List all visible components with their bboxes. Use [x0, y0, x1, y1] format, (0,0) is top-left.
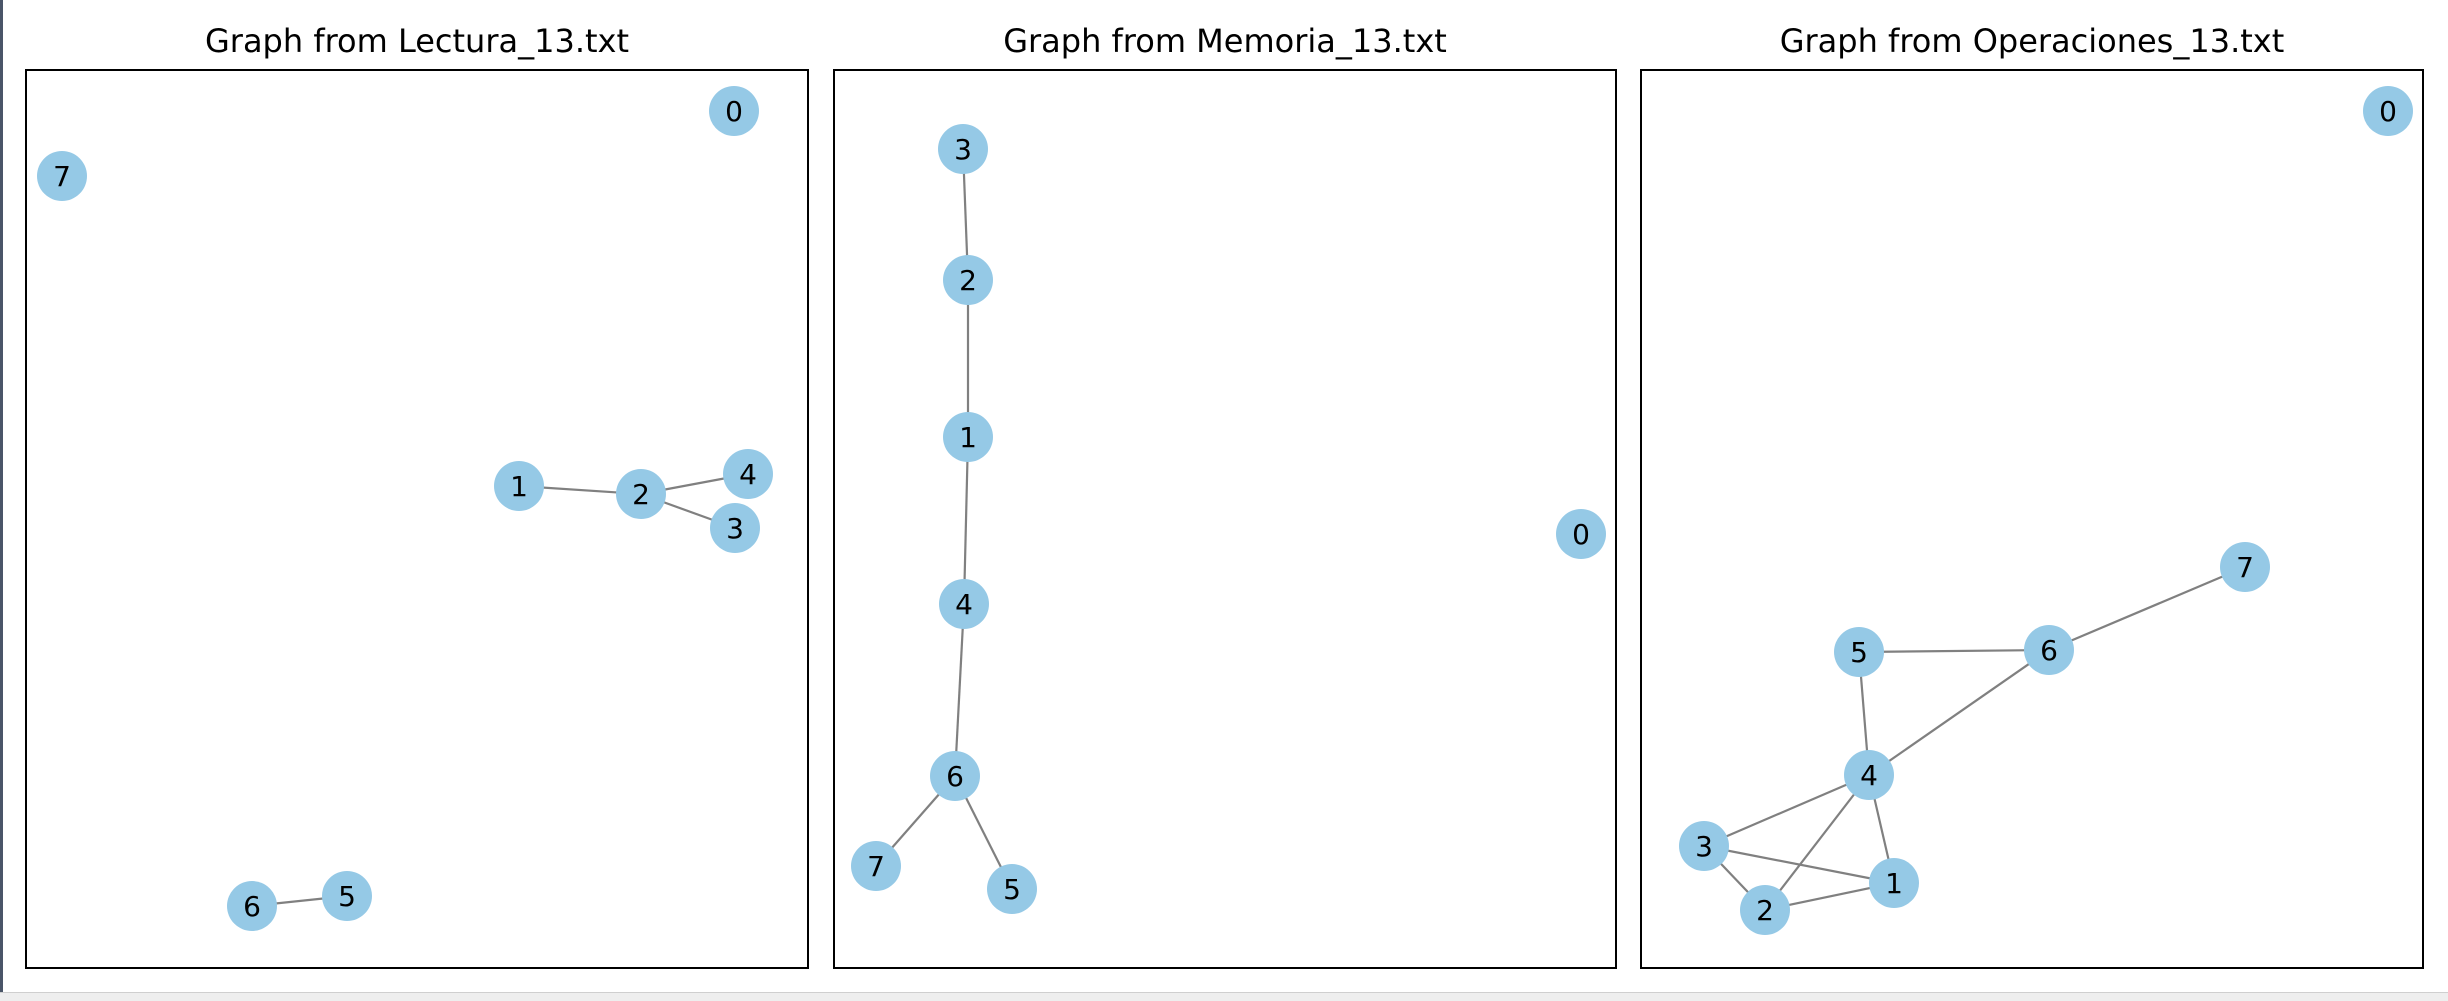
node-circle — [851, 841, 901, 891]
node-circle — [616, 469, 666, 519]
node-label: 6 — [946, 760, 964, 793]
node-circle — [709, 86, 759, 136]
node-circle — [943, 255, 993, 305]
node-circle — [2024, 625, 2074, 675]
node-label: 0 — [1572, 518, 1590, 551]
node-label: 2 — [632, 478, 650, 511]
node-memoria-1: 1 — [943, 412, 993, 462]
node-circle — [930, 751, 980, 801]
edge-operaciones-4-2 — [1764, 774, 1870, 911]
node-circle — [227, 881, 277, 931]
node-circle — [494, 461, 544, 511]
node-label: 4 — [739, 458, 757, 491]
node-lectura-7: 7 — [37, 151, 87, 201]
node-circle — [322, 871, 372, 921]
node-circle — [1679, 821, 1729, 871]
node-circle — [1556, 509, 1606, 559]
node-label: 5 — [1003, 873, 1021, 906]
node-memoria-6: 6 — [930, 751, 980, 801]
node-circle — [710, 503, 760, 553]
node-label: 3 — [726, 512, 744, 545]
node-circle — [987, 864, 1037, 914]
panel-frame-lectura — [25, 69, 809, 969]
node-label: 0 — [725, 95, 743, 128]
node-circle — [938, 124, 988, 174]
panel-title-operaciones: Graph from Operaciones_13.txt — [1780, 22, 2285, 60]
node-label: 1 — [1885, 867, 1903, 900]
node-label: 7 — [53, 160, 71, 193]
panel-frame-memoria — [833, 69, 1617, 969]
node-operaciones-2: 2 — [1740, 885, 1790, 935]
panel-frame-operaciones — [1640, 69, 2424, 969]
node-memoria-3: 3 — [938, 124, 988, 174]
node-circle — [939, 579, 989, 629]
node-circle — [1869, 858, 1919, 908]
node-label: 5 — [338, 880, 356, 913]
edge-operaciones-6-4 — [1868, 649, 2050, 776]
edge-operaciones-3-1 — [1703, 844, 1895, 885]
node-circle — [723, 449, 773, 499]
edge-operaciones-7-6 — [2048, 565, 2246, 652]
panel-title-memoria: Graph from Memoria_13.txt — [1003, 22, 1447, 60]
node-lectura-1: 1 — [494, 461, 544, 511]
node-label: 4 — [1860, 759, 1878, 792]
node-circle — [1834, 627, 1884, 677]
panel-lectura: Graph from Lectura_13.txt 0 1 2 3 4 5 6 7 — [25, 22, 809, 969]
node-operaciones-7: 7 — [2220, 542, 2270, 592]
node-label: 4 — [955, 588, 973, 621]
node-label: 7 — [867, 850, 885, 883]
node-operaciones-0: 0 — [2363, 86, 2413, 136]
panel-title-lectura: Graph from Lectura_13.txt — [205, 22, 629, 60]
node-lectura-4: 4 — [723, 449, 773, 499]
node-operaciones-5: 5 — [1834, 627, 1884, 677]
window-left-edge — [0, 0, 3, 1000]
edge-operaciones-5-6 — [1858, 648, 2050, 654]
node-circle — [2363, 86, 2413, 136]
node-lectura-0: 0 — [709, 86, 759, 136]
nodes-memoria: 0 1 2 3 4 5 6 7 — [851, 124, 1606, 914]
node-label: 1 — [959, 421, 977, 454]
edge-memoria-1-4 — [962, 436, 970, 605]
node-lectura-6: 6 — [227, 881, 277, 931]
node-circle — [943, 412, 993, 462]
panel-operaciones: Graph from Operaciones_13.txt 0 1 2 3 4 5 6 7 — [1640, 22, 2424, 969]
node-label: 6 — [2040, 634, 2058, 667]
node-label: 1 — [510, 470, 528, 503]
node-label: 2 — [1756, 894, 1774, 927]
edge-operaciones-4-3 — [1703, 773, 1870, 848]
node-memoria-4: 4 — [939, 579, 989, 629]
node-operaciones-6: 6 — [2024, 625, 2074, 675]
window-bottom-edge — [0, 992, 2448, 1001]
nodes-lectura: 0 1 2 3 4 5 6 7 — [37, 86, 773, 931]
edge-memoria-4-6 — [953, 603, 966, 777]
node-memoria-7: 7 — [851, 841, 901, 891]
node-circle — [1844, 750, 1894, 800]
node-circle — [1740, 885, 1790, 935]
node-lectura-2: 2 — [616, 469, 666, 519]
node-label: 0 — [2379, 95, 2397, 128]
node-memoria-5: 5 — [987, 864, 1037, 914]
node-memoria-2: 2 — [943, 255, 993, 305]
node-label: 3 — [954, 133, 972, 166]
node-operaciones-4: 4 — [1844, 750, 1894, 800]
node-label: 7 — [2236, 551, 2254, 584]
node-label: 2 — [959, 264, 977, 297]
node-circle — [2220, 542, 2270, 592]
node-operaciones-1: 1 — [1869, 858, 1919, 908]
edges-lectura — [251, 472, 749, 908]
nodes-operaciones: 0 1 2 3 4 5 6 7 — [1679, 86, 2413, 935]
node-circle — [37, 151, 87, 201]
panel-memoria: Graph from Memoria_13.txt 0 1 2 3 4 5 6 7 — [833, 22, 1617, 969]
node-label: 5 — [1850, 636, 1868, 669]
node-label: 6 — [243, 890, 261, 923]
node-lectura-5: 5 — [322, 871, 372, 921]
node-lectura-3: 3 — [710, 503, 760, 553]
node-label: 3 — [1695, 830, 1713, 863]
edges-operaciones — [1703, 565, 2246, 912]
node-memoria-0: 0 — [1556, 509, 1606, 559]
node-operaciones-3: 3 — [1679, 821, 1729, 871]
